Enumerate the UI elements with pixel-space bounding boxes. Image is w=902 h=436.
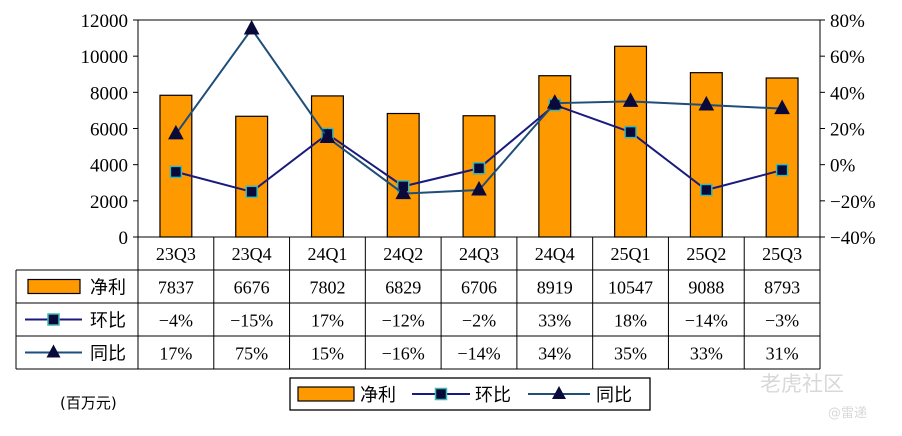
yoy-point-24Q1 bbox=[319, 128, 336, 144]
left-axis-tick-label: 6000 bbox=[90, 120, 128, 141]
table-cell: −14% bbox=[457, 344, 500, 364]
legend-yoy-marker bbox=[552, 386, 566, 399]
table-cell: 75% bbox=[235, 344, 268, 364]
table-cell: 34% bbox=[538, 344, 571, 364]
table-cell: 8793 bbox=[764, 278, 800, 298]
x-category-label: 23Q4 bbox=[232, 244, 272, 264]
watermark-author: @雷递 bbox=[828, 406, 868, 421]
x-category-label: 25Q3 bbox=[762, 244, 802, 264]
yoy-point-24Q3 bbox=[471, 180, 487, 196]
legend-item-qoq: 环比 bbox=[475, 385, 511, 406]
x-category-label: 24Q3 bbox=[459, 244, 499, 264]
legend-qoq-marker bbox=[434, 387, 448, 401]
qoq-point-23Q3 bbox=[169, 165, 183, 179]
bar-25Q1 bbox=[614, 45, 648, 238]
row-key-bar bbox=[27, 278, 81, 295]
right-axis-tick-label: 0% bbox=[830, 156, 856, 177]
table-row-label: 净利 bbox=[90, 278, 126, 299]
legend-bar-swatch bbox=[297, 386, 355, 402]
left-axis-tick-label: 0 bbox=[119, 228, 129, 249]
table-cell: 6829 bbox=[385, 278, 421, 298]
yoy-point-25Q2 bbox=[698, 95, 715, 111]
yoy-point-24Q2 bbox=[395, 184, 412, 200]
yoy-point-25Q1 bbox=[622, 92, 639, 107]
right-axis-tick-label: 20% bbox=[830, 120, 865, 141]
left-axis-tick-label: 4000 bbox=[90, 156, 128, 177]
watermark-brand: 老虎社区 bbox=[760, 372, 844, 396]
legend-item-yoy: 同比 bbox=[596, 385, 632, 406]
right-axis-tick-label: −40% bbox=[830, 228, 876, 249]
table-cell: 35% bbox=[614, 344, 647, 364]
table-cell: −15% bbox=[230, 311, 273, 331]
legend-item-net-profit: 净利 bbox=[360, 385, 396, 406]
table-cell: 33% bbox=[538, 311, 571, 331]
x-category-label: 25Q1 bbox=[611, 244, 651, 264]
table-cell: 7802 bbox=[309, 278, 345, 298]
left-axis-tick-label: 2000 bbox=[90, 192, 128, 213]
row-key-yoy-marker bbox=[46, 344, 61, 358]
bar-24Q1 bbox=[310, 95, 344, 238]
table-cell: 18% bbox=[614, 311, 647, 331]
bar-23Q4 bbox=[235, 115, 269, 238]
right-axis-tick-label: 80% bbox=[830, 11, 865, 32]
table-cell: 9088 bbox=[688, 278, 724, 298]
table-cell: −4% bbox=[159, 311, 193, 331]
table-cell: −14% bbox=[685, 311, 728, 331]
table-row-label: 同比 bbox=[90, 344, 126, 365]
row-key-qoq-marker bbox=[47, 313, 60, 326]
yoy-point-23Q3 bbox=[168, 124, 184, 140]
table-cell: −16% bbox=[382, 344, 425, 364]
left-axis-tick-label: 12000 bbox=[81, 11, 129, 32]
right-axis-tick-label: 60% bbox=[830, 47, 865, 68]
bar-24Q2 bbox=[386, 112, 420, 238]
yoy-point-25Q3 bbox=[774, 99, 790, 115]
table-cell: 33% bbox=[690, 344, 723, 364]
table-cell: 17% bbox=[159, 344, 192, 364]
table-cell: 17% bbox=[311, 311, 344, 331]
qoq-point-25Q2 bbox=[700, 183, 713, 197]
table-cell: 6676 bbox=[234, 278, 270, 298]
x-category-label: 23Q3 bbox=[156, 244, 196, 264]
x-category-label: 24Q2 bbox=[383, 244, 423, 264]
table-cell: −3% bbox=[765, 311, 799, 331]
qoq-point-25Q3 bbox=[775, 163, 789, 177]
right-axis-tick-label: 40% bbox=[830, 83, 865, 104]
table-cell: 10547 bbox=[608, 278, 653, 298]
unit-label: (百万元) bbox=[60, 394, 117, 412]
x-category-label: 24Q4 bbox=[535, 244, 575, 264]
left-axis-tick-label: 8000 bbox=[90, 83, 128, 104]
table-cell: −2% bbox=[462, 311, 496, 331]
table-cell: 8919 bbox=[537, 278, 573, 298]
x-category-label: 24Q1 bbox=[307, 244, 347, 264]
x-category-label: 25Q2 bbox=[686, 244, 726, 264]
yoy-point-23Q4 bbox=[243, 19, 260, 35]
table-cell: 7837 bbox=[158, 278, 194, 298]
table-cell: 31% bbox=[766, 344, 799, 364]
table-cell: 6706 bbox=[461, 278, 497, 298]
qoq-point-24Q3 bbox=[472, 162, 486, 175]
left-axis-tick-label: 10000 bbox=[81, 47, 129, 68]
yoy-point-24Q4 bbox=[546, 94, 563, 109]
table-row-label: 环比 bbox=[90, 311, 126, 332]
qoq-point-25Q1 bbox=[624, 125, 637, 139]
table-cell: 15% bbox=[311, 344, 344, 364]
qoq-point-23Q4 bbox=[245, 185, 258, 199]
right-axis-tick-label: −20% bbox=[830, 192, 876, 213]
table-cell: −12% bbox=[382, 311, 425, 331]
